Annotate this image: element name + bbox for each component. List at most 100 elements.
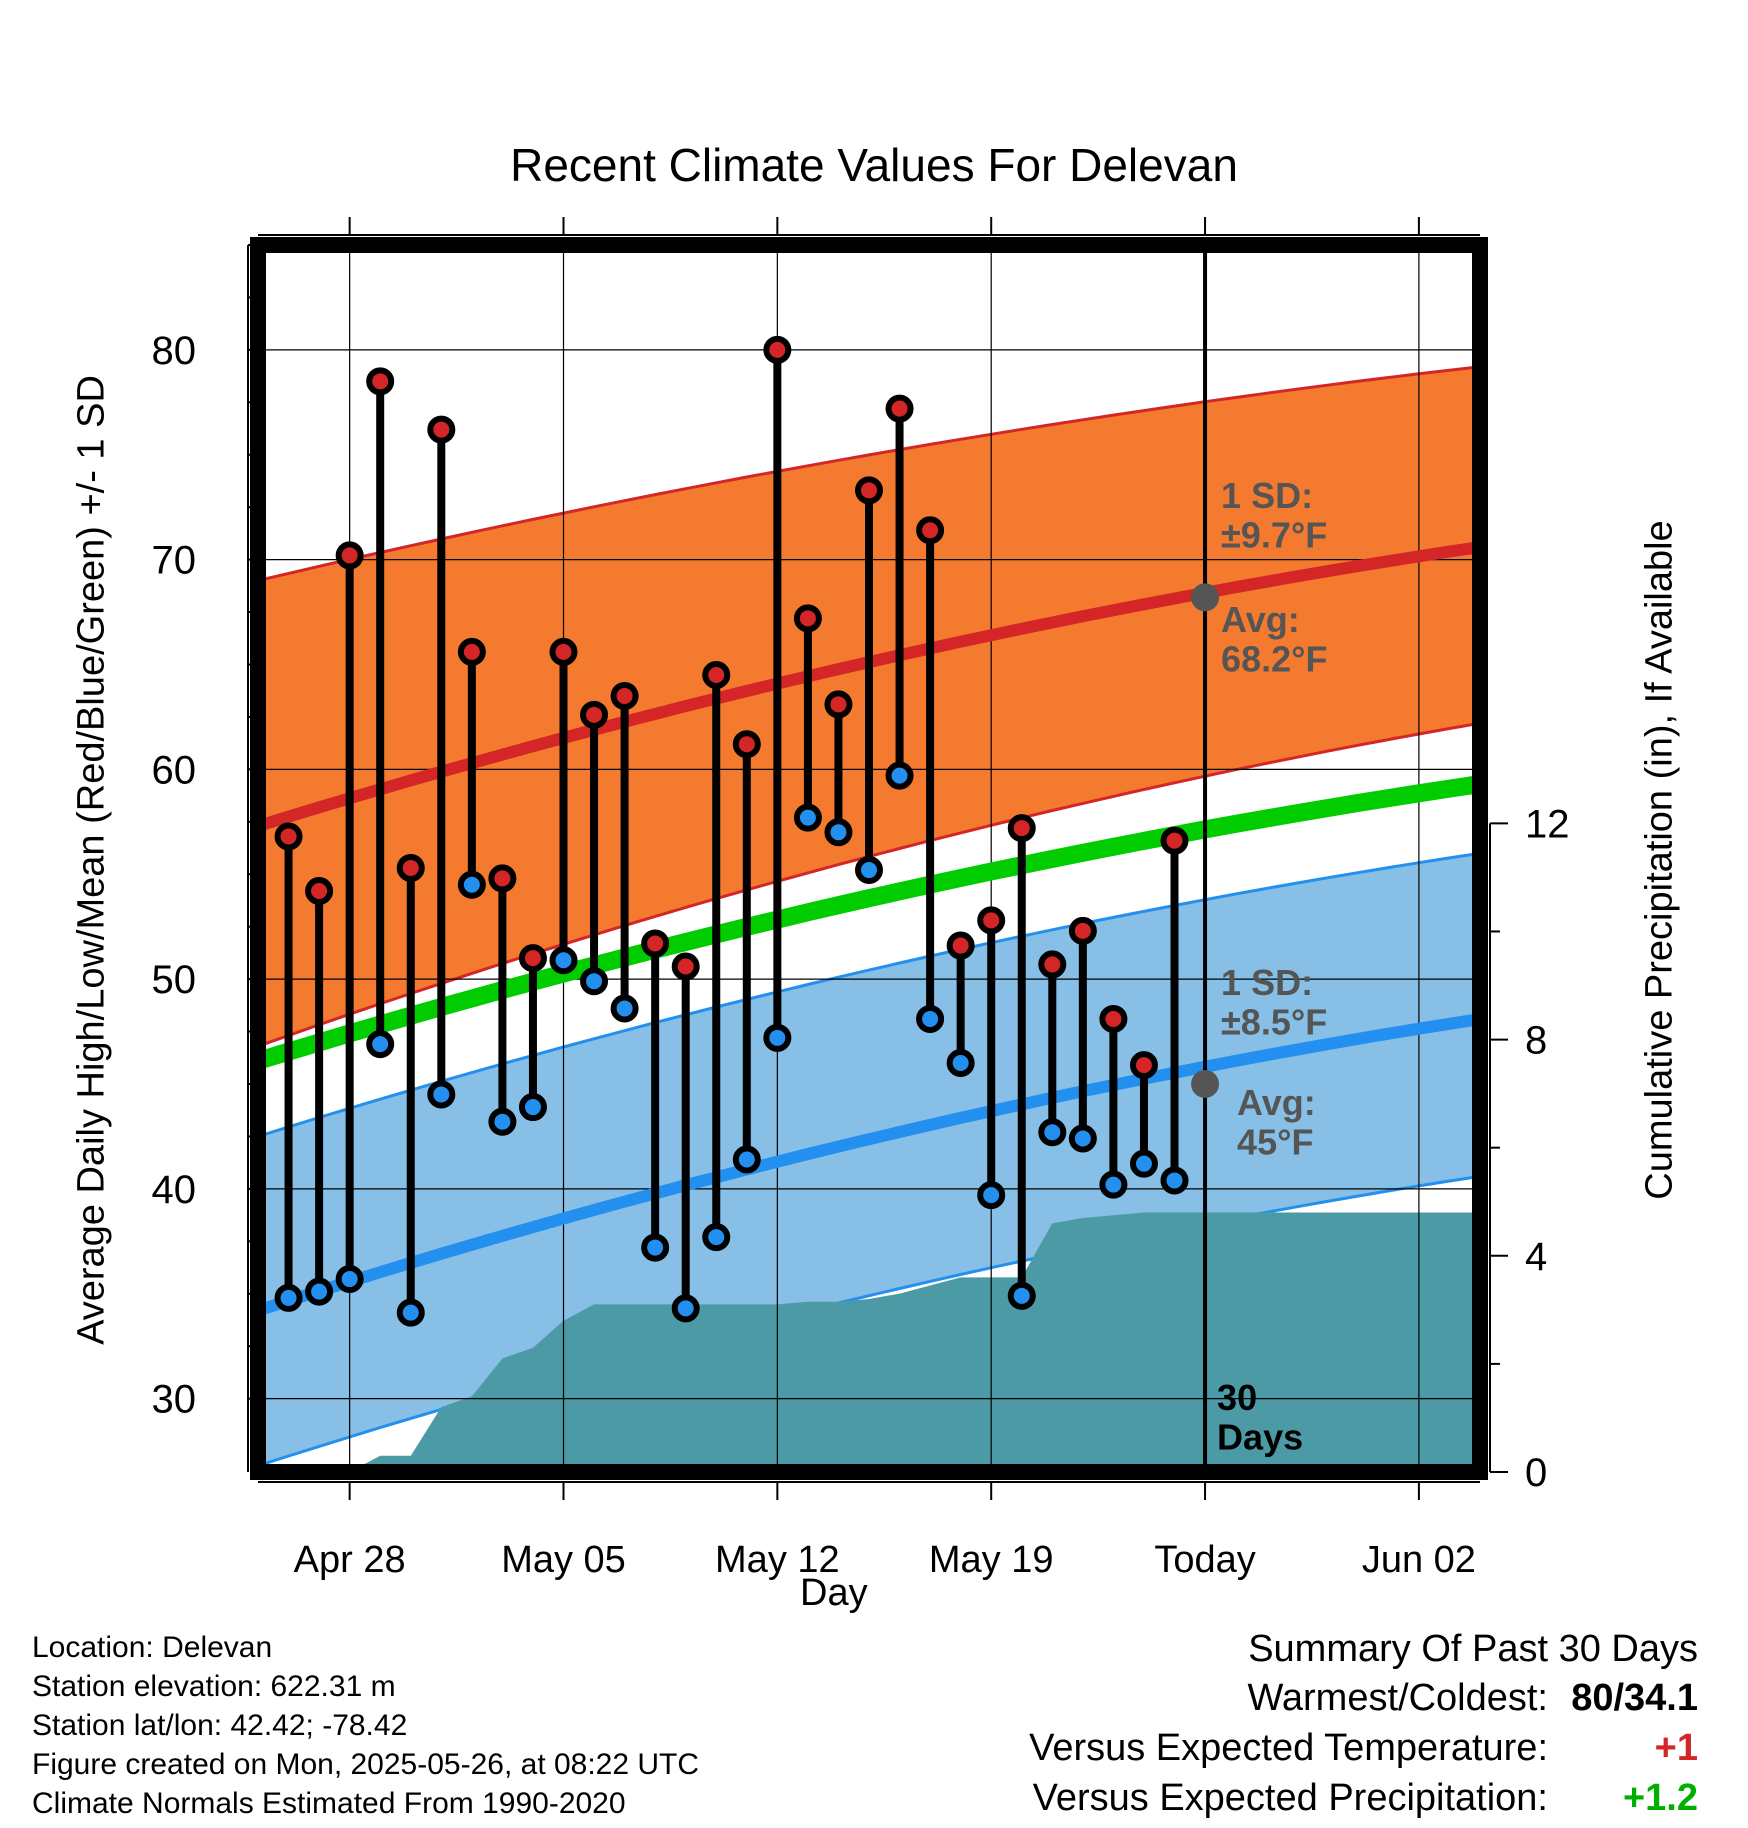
low-marker bbox=[396, 1298, 425, 1327]
y2-tick-label: 8 bbox=[1525, 1019, 1547, 1063]
high-sd-upper-line bbox=[258, 365, 1480, 583]
high-marker bbox=[518, 944, 547, 973]
high-marker bbox=[855, 476, 883, 505]
low-marker bbox=[457, 870, 486, 899]
low-marker bbox=[671, 1294, 700, 1323]
low-marker bbox=[580, 967, 609, 996]
low-marker bbox=[641, 1233, 670, 1262]
low-marker bbox=[977, 1181, 1006, 1210]
low-marker bbox=[763, 1023, 792, 1052]
high-marker bbox=[366, 367, 395, 396]
y2-tick-label: 4 bbox=[1525, 1235, 1547, 1279]
summary-temp-row: Versus Expected Temperature: +1 bbox=[1029, 1727, 1698, 1770]
today-days-label: 30 Days bbox=[1217, 1377, 1303, 1458]
low-marker bbox=[1007, 1281, 1036, 1310]
latlon-text: Station lat/lon: 42.42; -78.42 bbox=[32, 1709, 408, 1742]
plot-frame bbox=[250, 237, 1488, 1480]
high-marker bbox=[763, 335, 792, 364]
y-tick-label: 50 bbox=[152, 958, 197, 1002]
low-marker bbox=[274, 1283, 303, 1312]
created-text: Figure created on Mon, 2025-05-26, at 08… bbox=[32, 1748, 700, 1781]
low-marker bbox=[366, 1030, 395, 1059]
y-tick-label: 60 bbox=[152, 748, 197, 792]
high-marker bbox=[427, 415, 456, 444]
high-marker bbox=[641, 929, 670, 958]
summary-warmest-row: Warmest/Coldest: 80/34.1 bbox=[1247, 1677, 1698, 1720]
station-info: Location: Delevan Station elevation: 622… bbox=[32, 1628, 699, 1823]
low-avg-today-dot bbox=[1191, 1069, 1220, 1098]
low-avg-annotation: Avg: 45°F bbox=[1237, 1082, 1316, 1163]
low-marker bbox=[610, 994, 639, 1023]
high-marker bbox=[1160, 826, 1189, 855]
chart-title: Recent Climate Values For Delevan bbox=[510, 139, 1238, 191]
summary-precip-label: Versus Expected Precipitation: bbox=[1032, 1777, 1548, 1819]
high-marker bbox=[946, 931, 975, 960]
x-tick-label: Jun 02 bbox=[1362, 1539, 1476, 1581]
high-marker bbox=[885, 394, 914, 423]
low-marker bbox=[793, 803, 822, 832]
high-marker bbox=[1129, 1051, 1158, 1080]
high-sd-annotation: 1 SD: ±9.7°F bbox=[1221, 475, 1327, 556]
high-marker bbox=[274, 822, 303, 851]
y2-tick-label: 0 bbox=[1525, 1451, 1547, 1495]
y-tick-label: 70 bbox=[152, 539, 197, 583]
location-text: Location: Delevan bbox=[32, 1631, 273, 1664]
low-marker bbox=[916, 1004, 945, 1033]
high-marker bbox=[916, 516, 945, 545]
elevation-text: Station elevation: 622.31 m bbox=[32, 1670, 396, 1703]
high-marker bbox=[732, 730, 761, 759]
low-marker bbox=[885, 761, 914, 790]
low-marker bbox=[427, 1080, 456, 1109]
high-marker bbox=[1038, 950, 1067, 979]
summary-warmest-value: 80/34.1 bbox=[1571, 1677, 1698, 1719]
plot-area: 1 SD: ±9.7°F Avg: 68.2°F 1 SD: ±8.5°F Avg: 45°F… bbox=[258, 245, 1480, 1472]
high-marker bbox=[488, 864, 517, 893]
x-axis-label: Day bbox=[800, 1572, 868, 1614]
low-marker bbox=[488, 1107, 517, 1136]
summary-temp-value: +1 bbox=[1654, 1727, 1698, 1769]
low-marker bbox=[855, 856, 883, 885]
low-marker bbox=[732, 1145, 761, 1174]
y-tick-label: 30 bbox=[152, 1378, 197, 1422]
high-marker bbox=[396, 853, 425, 882]
y2-axis-label: Cumulative Precipitation (in), If Availa… bbox=[1638, 520, 1681, 1200]
summary-precip-row: Versus Expected Precipitation: +1.2 bbox=[1033, 1777, 1698, 1820]
summary-title: Summary Of Past 30 Days bbox=[1248, 1628, 1698, 1670]
high-marker bbox=[549, 637, 578, 666]
low-marker bbox=[549, 946, 578, 975]
y-axis-label: Average Daily High/Low/Mean (Red/Blue/Gr… bbox=[70, 375, 113, 1345]
summary-precip-value: +1.2 bbox=[1622, 1777, 1698, 1819]
high-avg-today-dot bbox=[1191, 583, 1220, 612]
high-marker bbox=[824, 690, 853, 719]
low-marker bbox=[305, 1277, 334, 1306]
x-tick-label: Today bbox=[1154, 1539, 1255, 1581]
low-marker bbox=[1160, 1166, 1189, 1195]
mean-avg-line bbox=[258, 775, 1480, 1070]
low-sd-upper-line bbox=[258, 851, 1480, 1138]
high-marker bbox=[305, 877, 334, 906]
low-marker bbox=[518, 1093, 547, 1122]
high-avg-annotation: Avg: 68.2°F bbox=[1221, 599, 1327, 680]
high-marker bbox=[1068, 916, 1097, 945]
high-marker bbox=[580, 700, 609, 729]
high-marker bbox=[702, 660, 731, 689]
high-marker bbox=[671, 952, 700, 981]
low-marker bbox=[1099, 1170, 1128, 1199]
x-tick-label: Apr 28 bbox=[294, 1539, 406, 1581]
low-marker bbox=[702, 1223, 731, 1252]
high-marker bbox=[977, 906, 1006, 935]
x-tick-label: May 05 bbox=[501, 1539, 626, 1581]
y2-tick-label: 12 bbox=[1525, 802, 1570, 846]
y-tick-label: 40 bbox=[152, 1168, 197, 1212]
summary-temp-label: Versus Expected Temperature: bbox=[1029, 1727, 1548, 1769]
high-marker bbox=[610, 681, 639, 710]
low-marker bbox=[1129, 1149, 1158, 1178]
high-marker bbox=[793, 604, 822, 633]
low-marker bbox=[824, 818, 853, 847]
low-marker bbox=[335, 1265, 364, 1294]
low-marker bbox=[1068, 1124, 1097, 1153]
high-marker bbox=[1007, 814, 1036, 843]
y-tick-label: 80 bbox=[152, 329, 197, 373]
high-marker bbox=[335, 541, 364, 570]
